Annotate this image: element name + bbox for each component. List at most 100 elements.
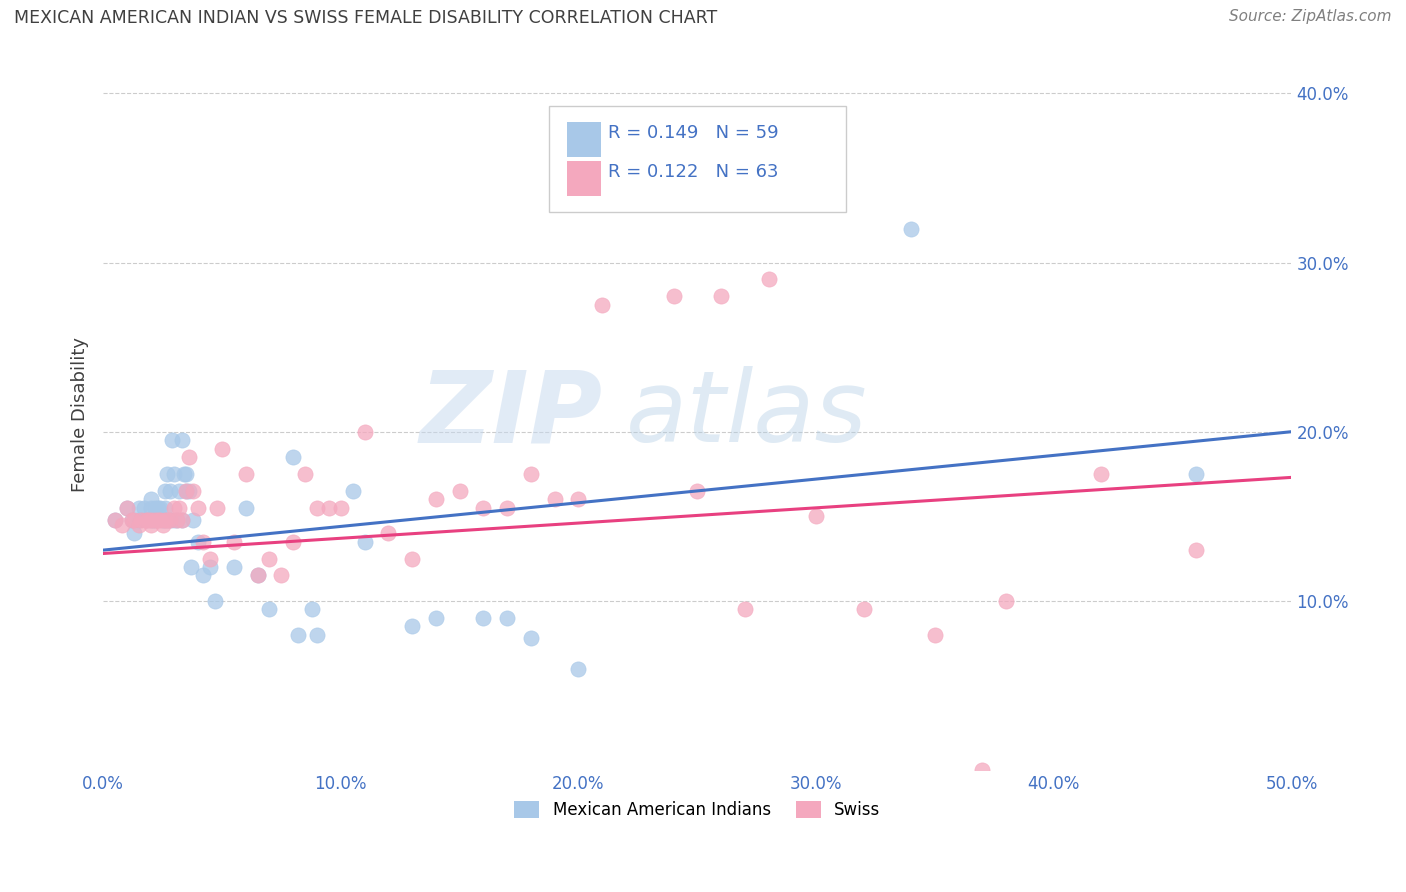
Text: R = 0.122   N = 63: R = 0.122 N = 63	[609, 163, 779, 181]
Point	[662, 289, 685, 303]
Legend: Mexican American Indians, Swiss: Mexican American Indians, Swiss	[508, 794, 887, 826]
Point	[121, 513, 143, 527]
Point	[924, 628, 946, 642]
Point	[146, 500, 169, 515]
Point	[170, 433, 193, 447]
Point	[152, 517, 174, 532]
Point	[163, 513, 186, 527]
Point	[122, 513, 145, 527]
Point	[139, 500, 162, 515]
Point	[163, 500, 186, 515]
Point	[246, 568, 269, 582]
Point	[222, 560, 245, 574]
Point	[900, 221, 922, 235]
Point	[449, 483, 471, 498]
Point	[235, 500, 257, 515]
Point	[176, 467, 198, 481]
Point	[145, 513, 167, 527]
Point	[176, 483, 198, 498]
Point	[496, 611, 519, 625]
Point	[121, 513, 143, 527]
Point	[115, 500, 138, 515]
Point	[149, 500, 172, 515]
Point	[329, 500, 352, 515]
Point	[128, 517, 150, 532]
Point	[472, 500, 495, 515]
Text: Source: ZipAtlas.com: Source: ZipAtlas.com	[1229, 9, 1392, 24]
Point	[222, 534, 245, 549]
Point	[104, 513, 127, 527]
Point	[173, 467, 195, 481]
Point	[191, 568, 214, 582]
Point	[710, 289, 733, 303]
Point	[135, 513, 157, 527]
Point	[187, 534, 209, 549]
Point	[567, 661, 589, 675]
Text: MEXICAN AMERICAN INDIAN VS SWISS FEMALE DISABILITY CORRELATION CHART: MEXICAN AMERICAN INDIAN VS SWISS FEMALE …	[14, 9, 717, 27]
Point	[972, 763, 994, 777]
Point	[136, 513, 159, 527]
Point	[152, 513, 174, 527]
Point	[146, 513, 169, 527]
Point	[159, 513, 181, 527]
Point	[139, 492, 162, 507]
Point	[139, 517, 162, 532]
Point	[544, 492, 567, 507]
Point	[180, 560, 202, 574]
Point	[129, 513, 152, 527]
Point	[142, 513, 165, 527]
Point	[758, 272, 780, 286]
Point	[377, 526, 399, 541]
Point	[166, 513, 188, 527]
Point	[318, 500, 340, 515]
Point	[139, 513, 162, 527]
FancyBboxPatch shape	[567, 161, 600, 196]
Point	[259, 602, 281, 616]
Point	[198, 551, 221, 566]
Point	[301, 602, 323, 616]
Point	[159, 483, 181, 498]
Point	[734, 602, 756, 616]
Point	[305, 500, 328, 515]
Point	[1185, 543, 1208, 558]
Point	[191, 534, 214, 549]
Point	[401, 551, 423, 566]
Point	[567, 492, 589, 507]
Point	[852, 602, 875, 616]
Point	[166, 513, 188, 527]
Point	[246, 568, 269, 582]
Point	[153, 513, 176, 527]
Point	[153, 483, 176, 498]
Point	[149, 513, 172, 527]
Point	[205, 500, 228, 515]
Point	[425, 492, 447, 507]
Point	[686, 483, 709, 498]
Point	[204, 594, 226, 608]
Point	[496, 500, 519, 515]
Point	[305, 628, 328, 642]
Point	[145, 500, 167, 515]
Point	[353, 425, 375, 439]
Point	[145, 513, 167, 527]
Point	[153, 500, 176, 515]
Point	[283, 450, 305, 464]
Point	[167, 500, 190, 515]
Point	[128, 513, 150, 527]
Text: R = 0.149   N = 59: R = 0.149 N = 59	[609, 124, 779, 142]
Point	[520, 631, 543, 645]
FancyBboxPatch shape	[548, 106, 846, 212]
Point	[353, 534, 375, 549]
Point	[104, 513, 127, 527]
Y-axis label: Female Disability: Female Disability	[72, 337, 89, 492]
Point	[283, 534, 305, 549]
Point	[159, 513, 181, 527]
Point	[187, 500, 209, 515]
Point	[122, 526, 145, 541]
Point	[170, 513, 193, 527]
Point	[1185, 467, 1208, 481]
Point	[156, 513, 179, 527]
Point	[211, 442, 233, 456]
Point	[520, 467, 543, 481]
FancyBboxPatch shape	[567, 122, 600, 157]
Point	[294, 467, 316, 481]
